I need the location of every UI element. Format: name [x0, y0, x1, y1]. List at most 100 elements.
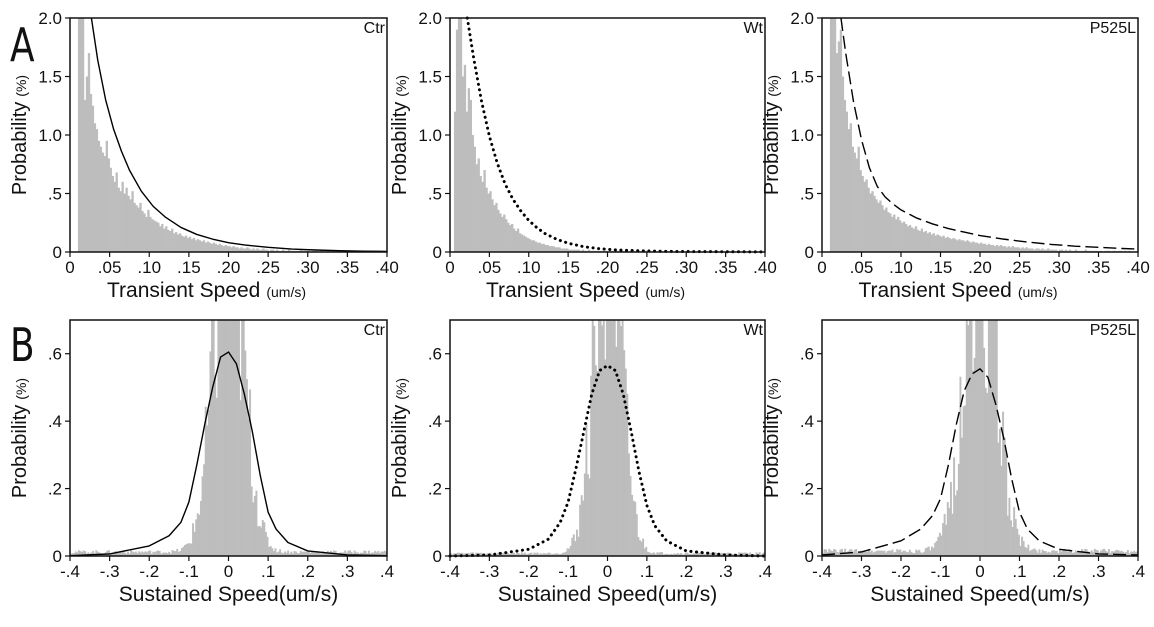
histogram-bar	[107, 158, 110, 252]
histogram-bar	[954, 239, 957, 252]
y-axis-title: Probability	[9, 405, 31, 498]
histogram-bar	[218, 243, 221, 252]
histogram-bar	[128, 553, 131, 556]
chart-B-p525l: -.4 -.3 -.2 -.1 0 .1 .2 .3 .4 0 .2 .4 .6 P525L Sustain…	[761, 319, 1145, 606]
histogram-bar	[228, 246, 231, 252]
histogram-bar	[1040, 552, 1042, 556]
histogram-bar	[855, 549, 858, 556]
x-tick-label: .05	[850, 258, 874, 277]
histogram-bar	[662, 554, 665, 556]
histogram-bar	[530, 552, 533, 556]
histogram-bar	[836, 552, 839, 556]
histogram-bar	[222, 320, 225, 556]
histogram-bar	[158, 550, 161, 556]
histogram-bar	[1009, 247, 1012, 252]
histogram-bar	[557, 553, 560, 556]
histogram-bar	[1015, 247, 1018, 252]
histogram-bar	[869, 193, 872, 252]
histogram-bar	[902, 221, 906, 252]
histogram-bar	[837, 552, 840, 556]
histogram-bar	[225, 320, 228, 556]
histogram-bar	[901, 222, 904, 252]
histogram-bar	[946, 236, 949, 252]
histogram-bar	[554, 247, 557, 252]
histogram-bar	[301, 551, 304, 556]
chart-A-wt: 0 .05 .10 .15 .20 .25 .30 .35 .40 0 .5 1.0 1.5 2.0 Wt T…	[389, 9, 777, 302]
histogram-bar	[276, 249, 279, 252]
histogram-bar	[514, 554, 517, 556]
histogram-bar	[653, 552, 656, 556]
histogram-bar	[747, 553, 750, 556]
histogram-bar	[518, 233, 522, 252]
histogram-bar	[1126, 549, 1129, 556]
histogram-bar	[833, 18, 837, 252]
x-axis-label: Sustained Speed(um/s)	[119, 583, 338, 606]
histogram-bar	[931, 546, 933, 556]
histogram-bar	[1060, 249, 1064, 252]
histogram-bar	[195, 519, 198, 556]
histogram-bar	[1016, 528, 1019, 556]
histogram-bar	[155, 221, 158, 252]
histogram-bar	[570, 249, 573, 252]
histogram-bar	[610, 320, 613, 556]
histogram-bar	[980, 242, 983, 252]
histogram-bar	[161, 223, 164, 252]
histogram-bar	[738, 552, 741, 556]
histogram-bar	[744, 552, 747, 556]
histogram-bar	[1047, 248, 1050, 252]
histogram-bar	[879, 200, 882, 252]
histogram-bar	[902, 550, 905, 556]
histogram-bar	[965, 320, 968, 556]
histogram-bar	[483, 170, 486, 252]
histogram-bar	[1043, 249, 1046, 252]
histogram-bar	[670, 553, 673, 556]
histogram-bar	[120, 552, 123, 556]
histogram-bar	[942, 235, 945, 252]
histogram-bar	[1082, 550, 1085, 556]
histogram-bar	[131, 551, 134, 556]
histogram-bar	[983, 347, 986, 556]
histogram-bar	[1001, 246, 1005, 252]
histogram-bar	[861, 552, 864, 556]
histogram-bar	[604, 359, 607, 556]
histogram-bar	[966, 240, 969, 252]
histogram-bar	[239, 400, 242, 556]
histogram-bar	[558, 247, 561, 252]
histogram-bar	[1033, 548, 1036, 556]
histogram-bar	[307, 551, 310, 556]
histogram-bar	[664, 554, 667, 556]
histogram-bar	[930, 234, 933, 252]
histogram-bar	[833, 549, 835, 556]
histogram-bar	[139, 202, 142, 252]
histogram-bar	[224, 244, 227, 252]
histogram-bar	[87, 53, 91, 252]
x-axis-label: Transient Speed (um/s)	[486, 279, 685, 302]
histogram-bar	[473, 146, 476, 252]
histogram-bar	[841, 76, 845, 252]
histogram-bar	[1125, 551, 1128, 556]
histogram-bar	[505, 553, 508, 556]
histogram-bar	[491, 199, 494, 252]
histogram-bar	[1060, 551, 1063, 556]
histogram-bar	[470, 552, 473, 556]
histogram-bar	[143, 213, 146, 252]
histogram-bar	[188, 236, 192, 252]
histogram-bar	[1065, 550, 1068, 556]
histogram-bar	[230, 247, 233, 252]
x-axis-label: Transient Speed (um/s)	[859, 279, 1058, 302]
y-axis-label: Probability (%)	[761, 75, 783, 195]
histogram-bar	[309, 552, 312, 556]
histogram-bar	[1033, 249, 1036, 252]
histogram-bar	[561, 552, 564, 556]
histogram-bar	[555, 553, 558, 556]
histogram-bar	[571, 537, 574, 556]
histogram-bar	[263, 522, 266, 556]
histogram-bar	[533, 552, 536, 556]
histogram-bar	[1131, 551, 1134, 556]
histogram-bar	[908, 225, 912, 252]
histogram-bar	[914, 226, 918, 252]
histogram-bar	[79, 18, 83, 252]
histogram-bar	[697, 552, 700, 556]
histogram-bar	[283, 551, 286, 556]
histogram-bar	[108, 550, 110, 556]
